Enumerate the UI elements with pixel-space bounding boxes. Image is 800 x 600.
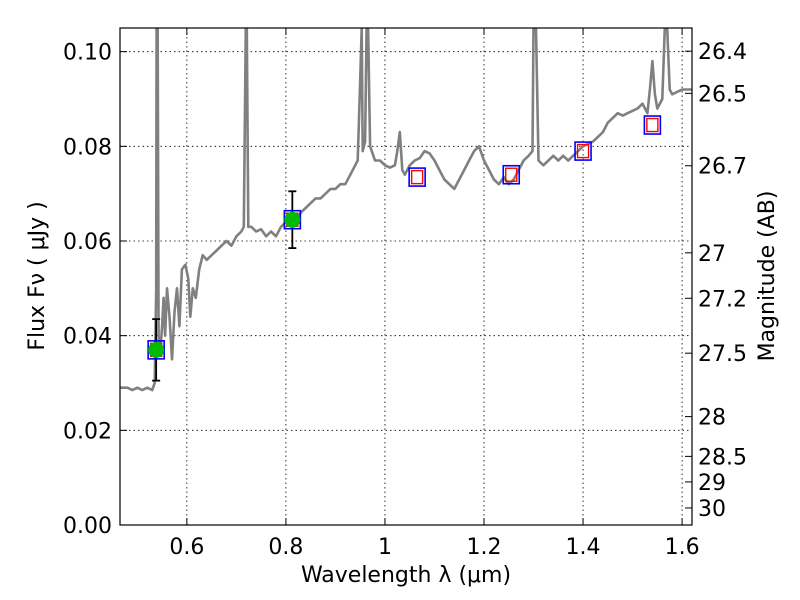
ticks: 0.6 0.8 1 1.2 1.4 1.6 0.00 0.02 0.04 0.06 0.08 0.10… [63,28,747,560]
model-box-marker [643,115,662,135]
y2-tick-label: 26.7 [698,155,747,180]
model-box-marker [502,164,521,185]
detection-point [284,211,301,228]
y-tick-label: 0.08 [63,135,112,160]
x-axis-label: Wavelength λ (μm) [301,563,511,588]
y2-tick-label: 26.4 [698,40,747,65]
y2-axis-label: Magnitude (AB) [755,191,780,362]
y-tick-label: 0.10 [63,41,112,66]
y2-tick-label: 26.5 [698,82,747,107]
y2-tick-label: 27.2 [698,287,747,312]
x-tick-label: 1.2 [467,535,502,560]
model-inner-marker [576,143,590,159]
y2-tick-label: 28.5 [698,445,747,470]
x-tick-label: 0.8 [268,535,303,560]
data-layer [120,28,692,392]
y2-tick-label: 29 [698,471,726,496]
x-tick-label: 1 [378,535,392,560]
y-axis-label: Flux Fν ( μJy ) [25,201,50,350]
model-inner-marker [646,117,659,133]
x-tick-label: 0.6 [169,535,204,560]
y-tick-label: 0.02 [63,419,112,444]
y2-tick-label: 27.5 [698,342,747,367]
spectrum-line [120,28,692,392]
y2-tick-label: 27 [698,242,726,267]
y2-tick-label: 30 [698,497,726,522]
model-box-marker [408,167,426,187]
model-inner-marker [505,167,518,182]
plot-background [120,28,692,525]
y-tick-label: 0.04 [63,325,112,350]
y-tick-label: 0.06 [63,230,112,255]
y-tick-label: 0.00 [63,514,112,539]
x-tick-label: 1.6 [665,535,700,560]
x-tick-label: 1.4 [566,535,601,560]
model-box-marker [574,141,592,161]
detection-point [148,341,165,358]
plot-frame [119,27,693,526]
model-inner-marker [410,169,424,185]
y2-tick-label: 28 [698,406,726,431]
